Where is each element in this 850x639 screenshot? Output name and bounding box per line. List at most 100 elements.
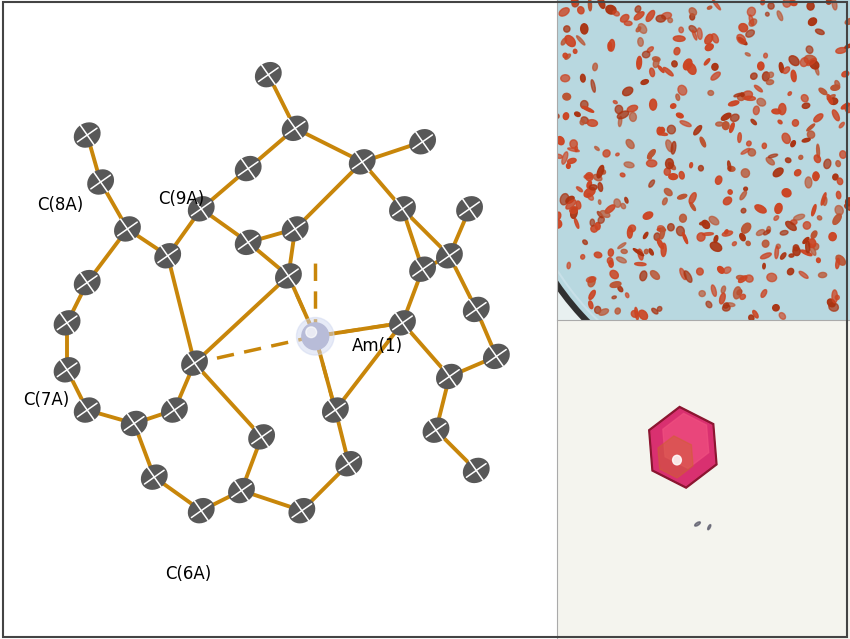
- Ellipse shape: [812, 204, 816, 216]
- Ellipse shape: [652, 308, 658, 314]
- Text: C(8A): C(8A): [37, 196, 83, 215]
- Ellipse shape: [690, 203, 695, 210]
- Ellipse shape: [766, 12, 769, 16]
- Ellipse shape: [762, 143, 767, 149]
- Ellipse shape: [753, 106, 759, 114]
- Ellipse shape: [767, 273, 777, 282]
- Ellipse shape: [593, 174, 602, 181]
- Ellipse shape: [722, 121, 729, 130]
- Ellipse shape: [570, 140, 577, 148]
- Ellipse shape: [837, 178, 842, 185]
- Ellipse shape: [697, 28, 702, 40]
- Text: Am(1): Am(1): [352, 337, 403, 355]
- Ellipse shape: [791, 70, 796, 82]
- Ellipse shape: [736, 275, 745, 280]
- Ellipse shape: [714, 236, 717, 242]
- Ellipse shape: [281, 216, 309, 242]
- Ellipse shape: [767, 80, 774, 84]
- Ellipse shape: [779, 63, 784, 73]
- Ellipse shape: [807, 124, 814, 131]
- Ellipse shape: [649, 180, 654, 187]
- Ellipse shape: [621, 249, 627, 254]
- Ellipse shape: [805, 177, 812, 188]
- Ellipse shape: [612, 296, 616, 299]
- Ellipse shape: [689, 193, 696, 204]
- Ellipse shape: [830, 98, 838, 104]
- Ellipse shape: [627, 105, 638, 112]
- Ellipse shape: [802, 138, 810, 142]
- Ellipse shape: [742, 91, 752, 100]
- Ellipse shape: [711, 242, 722, 251]
- Ellipse shape: [694, 522, 700, 526]
- Ellipse shape: [689, 163, 693, 167]
- Ellipse shape: [799, 272, 808, 279]
- Ellipse shape: [785, 158, 791, 162]
- Ellipse shape: [789, 254, 794, 257]
- Ellipse shape: [679, 27, 683, 33]
- Ellipse shape: [725, 230, 728, 234]
- Ellipse shape: [819, 272, 827, 277]
- Ellipse shape: [684, 271, 692, 282]
- Ellipse shape: [833, 214, 842, 224]
- Ellipse shape: [799, 155, 802, 159]
- Ellipse shape: [668, 163, 676, 170]
- Polygon shape: [658, 436, 693, 478]
- Ellipse shape: [584, 188, 595, 197]
- Ellipse shape: [756, 229, 764, 236]
- Ellipse shape: [660, 127, 665, 133]
- Ellipse shape: [647, 47, 654, 52]
- Ellipse shape: [790, 220, 797, 224]
- Ellipse shape: [463, 458, 490, 483]
- Ellipse shape: [740, 233, 745, 241]
- Ellipse shape: [706, 301, 711, 308]
- Ellipse shape: [741, 148, 750, 154]
- Ellipse shape: [706, 44, 713, 50]
- Ellipse shape: [409, 256, 436, 282]
- Ellipse shape: [288, 498, 315, 523]
- Ellipse shape: [699, 166, 703, 171]
- Ellipse shape: [783, 0, 791, 7]
- Ellipse shape: [739, 24, 748, 32]
- Ellipse shape: [563, 53, 568, 58]
- Ellipse shape: [747, 7, 756, 16]
- Ellipse shape: [657, 228, 666, 231]
- Ellipse shape: [745, 30, 755, 37]
- Ellipse shape: [788, 92, 791, 95]
- Ellipse shape: [741, 223, 751, 233]
- Ellipse shape: [650, 271, 660, 279]
- Ellipse shape: [802, 103, 810, 109]
- Ellipse shape: [409, 129, 436, 155]
- Ellipse shape: [626, 139, 634, 148]
- Ellipse shape: [653, 57, 660, 61]
- Ellipse shape: [734, 93, 742, 97]
- Ellipse shape: [561, 38, 567, 45]
- Ellipse shape: [722, 231, 733, 236]
- Ellipse shape: [575, 146, 577, 151]
- Ellipse shape: [807, 59, 816, 66]
- Ellipse shape: [618, 243, 626, 249]
- Ellipse shape: [815, 66, 819, 75]
- Ellipse shape: [716, 176, 722, 184]
- Ellipse shape: [835, 81, 840, 87]
- Ellipse shape: [255, 62, 281, 88]
- Ellipse shape: [832, 290, 837, 303]
- Ellipse shape: [751, 119, 756, 125]
- Ellipse shape: [829, 303, 838, 311]
- Ellipse shape: [625, 197, 628, 203]
- Ellipse shape: [757, 98, 766, 106]
- Ellipse shape: [610, 282, 621, 288]
- Ellipse shape: [783, 67, 790, 73]
- Ellipse shape: [561, 75, 570, 82]
- Ellipse shape: [813, 172, 819, 181]
- Ellipse shape: [649, 249, 654, 255]
- Ellipse shape: [683, 59, 692, 70]
- Ellipse shape: [649, 99, 657, 110]
- Ellipse shape: [793, 247, 800, 256]
- Ellipse shape: [813, 243, 819, 250]
- Ellipse shape: [746, 141, 751, 146]
- Ellipse shape: [456, 196, 483, 222]
- Ellipse shape: [188, 196, 215, 222]
- Ellipse shape: [436, 243, 463, 268]
- Ellipse shape: [560, 194, 569, 205]
- Ellipse shape: [665, 189, 672, 196]
